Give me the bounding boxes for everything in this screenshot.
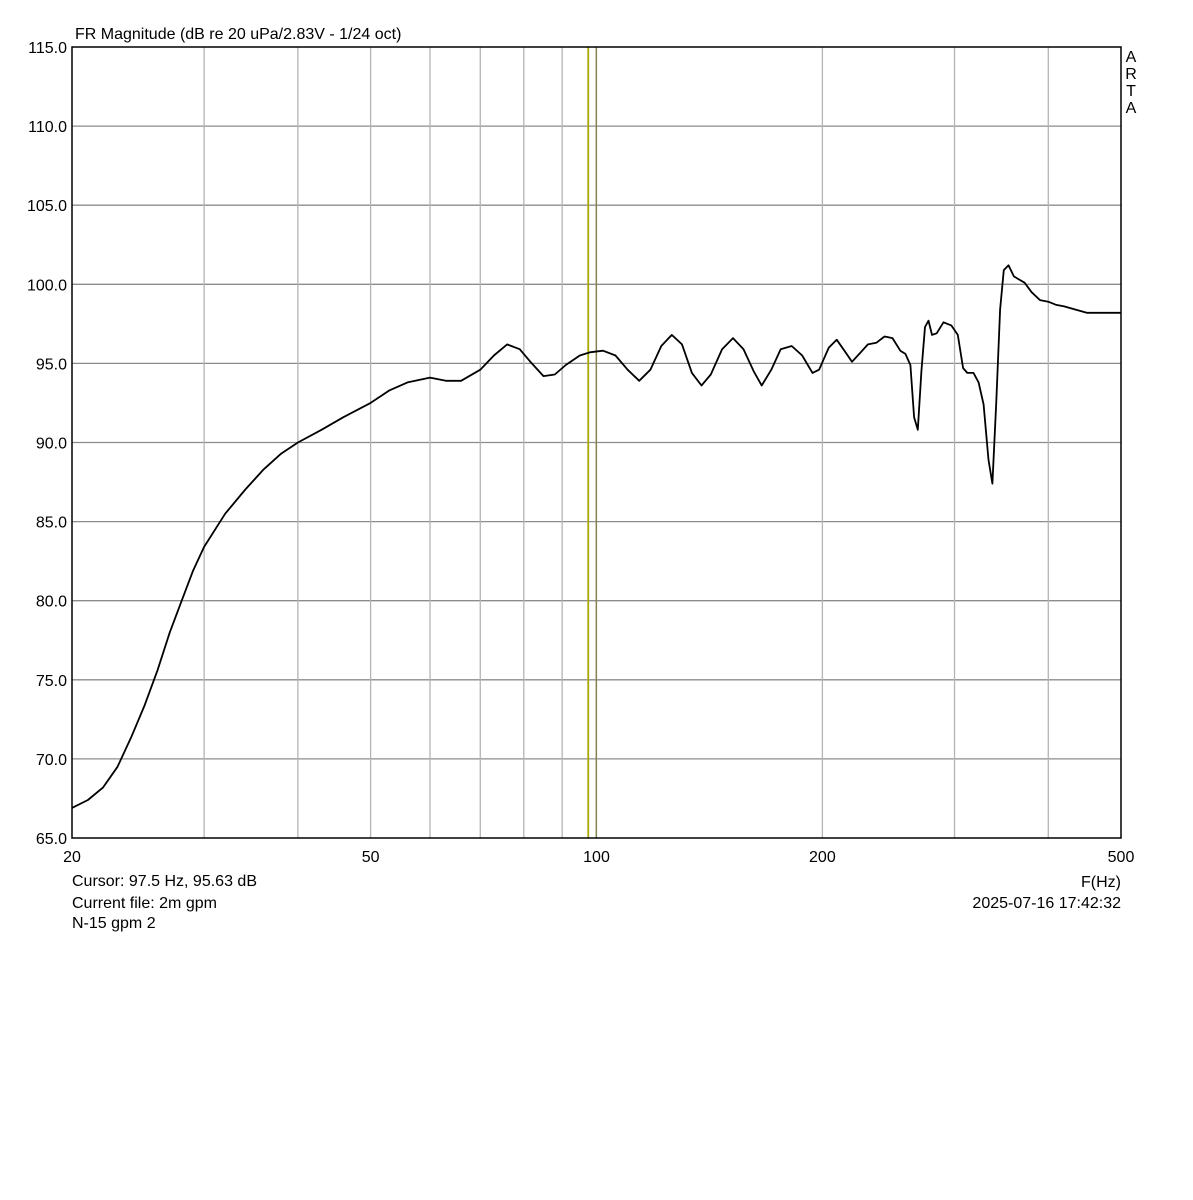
series-layer xyxy=(71,264,1121,809)
y-tick-label: 75.0 xyxy=(36,673,67,690)
y-tick-label: 90.0 xyxy=(36,436,67,453)
chart-title: FR Magnitude (dB re 20 uPa/2.83V - 1/24 … xyxy=(75,26,401,43)
current-file-label: Current file: 2m gpm xyxy=(72,895,217,912)
y-tick-label: 100.0 xyxy=(27,277,67,294)
watermark-letter: A xyxy=(1126,100,1137,117)
x-tick-labels: 20 50 100 200 500 xyxy=(63,849,1134,866)
timestamp: 2025-07-16 17:42:32 xyxy=(972,895,1121,912)
x-tick-label: 500 xyxy=(1108,849,1135,866)
y-tick-labels: 65.0 70.0 75.0 80.0 85.0 90.0 95.0 100.0 105.0 11… xyxy=(27,40,67,848)
y-tick-label: 115.0 xyxy=(28,40,67,57)
y-tick-label: 80.0 xyxy=(36,594,67,611)
x-tick-label: 200 xyxy=(809,849,836,866)
plot-frame xyxy=(71,46,1122,839)
cursor-lines xyxy=(587,47,597,838)
series-line xyxy=(71,264,1121,809)
measurement-note: N-15 gpm 2 xyxy=(72,915,156,932)
watermark-letter: T xyxy=(1126,83,1136,100)
y-tick-label: 65.0 xyxy=(36,831,67,848)
y-tick-label: 85.0 xyxy=(36,515,67,532)
y-tick-label: 95.0 xyxy=(36,356,67,373)
x-tick-label: 50 xyxy=(362,849,380,866)
cursor-readout: Cursor: 97.5 Hz, 95.63 dB xyxy=(72,873,257,890)
watermark-letter: A xyxy=(1126,49,1137,66)
x-axis-label: F(Hz) xyxy=(1081,874,1121,891)
x-tick-label: 20 xyxy=(63,849,81,866)
y-tick-label: 110.0 xyxy=(28,119,67,136)
y-tick-label: 105.0 xyxy=(27,198,67,215)
y-tick-label: 70.0 xyxy=(36,752,67,769)
x-tick-label: 100 xyxy=(583,849,610,866)
watermark-letter: R xyxy=(1125,66,1137,83)
